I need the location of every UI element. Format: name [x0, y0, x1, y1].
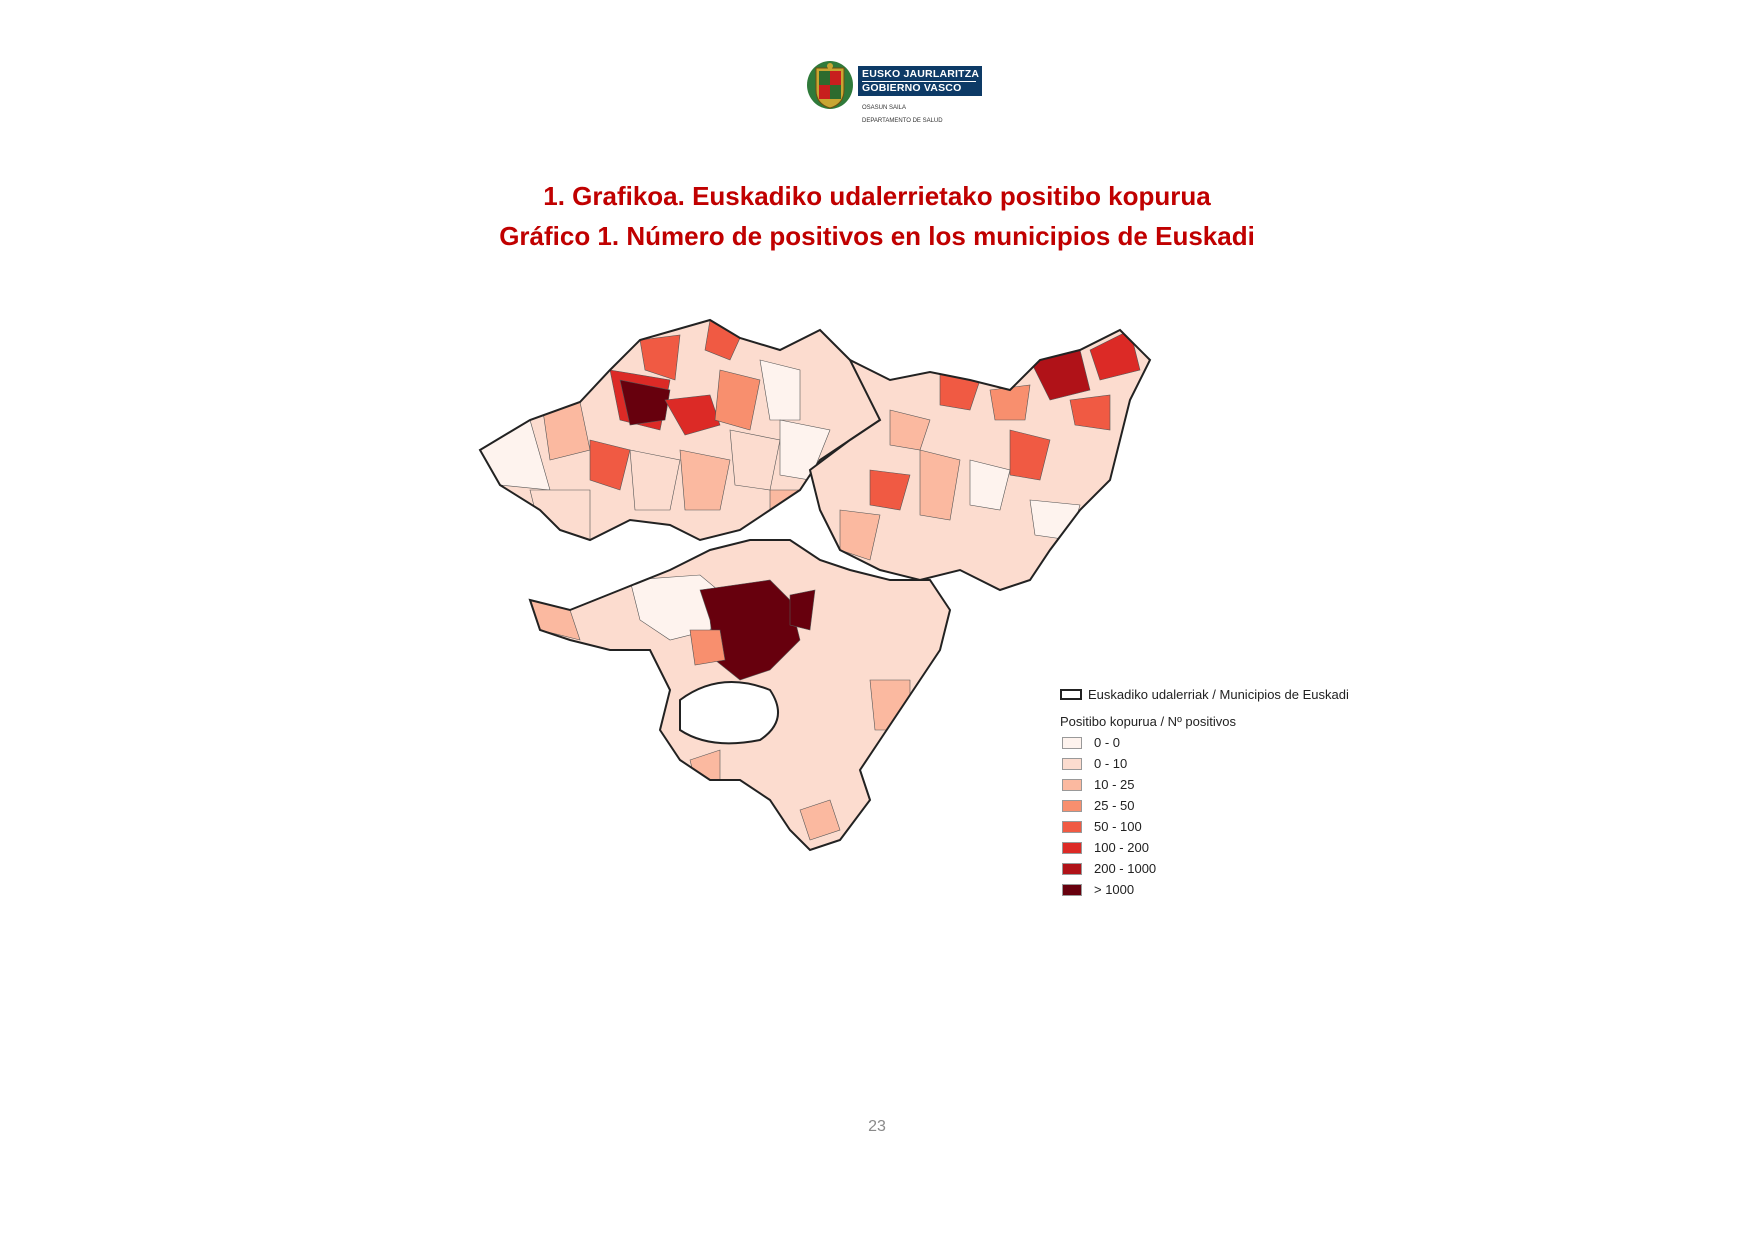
araba-border — [528, 539, 952, 852]
logo-text-eu: EUSKO JAURLARITZA — [862, 68, 980, 80]
legend-swatch — [1062, 736, 1082, 749]
legend-item: 0 - 0 — [1060, 732, 1390, 753]
dept-eu: OSASUN SAILA — [862, 105, 907, 111]
legend-item: 100 - 200 — [1060, 837, 1390, 858]
legend-item: 0 - 10 — [1060, 753, 1390, 774]
legend-boundary-label: Euskadiko udalerriak / Municipios de Eus… — [1088, 686, 1349, 702]
logo-text-es: GOBIERNO VASCO — [862, 82, 962, 94]
dept-es: DEPARTAMENTO DE SALUD — [862, 118, 943, 124]
logo-department: OSASUN SAILA DEPARTAMENTO DE SALUD — [862, 102, 943, 128]
government-logo: EUSKO JAURLARITZA GOBIERNO VASCO OSASUN … — [806, 56, 982, 128]
title-spanish: Gráfico 1. Número de positivos en los mu… — [499, 221, 1255, 251]
coat-of-arms-icon — [807, 61, 853, 109]
legend-items: 0 - 0 0 - 10 10 - 25 25 - 50 50 - 100 100 - 2… — [1060, 732, 1390, 900]
legend-boundary-row: Euskadiko udalerriak / Municipios de Eus… — [1060, 684, 1390, 704]
map-legend: Euskadiko udalerriak / Municipios de Eus… — [1060, 684, 1390, 900]
gipuzkoa-border — [808, 328, 1152, 592]
legend-swatch — [1062, 841, 1082, 854]
legend-swatch — [1062, 883, 1082, 896]
legend-item: > 1000 — [1060, 879, 1390, 900]
legend-label: 0 - 0 — [1094, 735, 1121, 750]
province-gipuzkoa — [810, 330, 1150, 590]
title-basque: 1. Grafikoa. Euskadiko udalerrietako pos… — [543, 181, 1211, 211]
legend-label: 0 - 10 — [1094, 756, 1128, 771]
legend-item: 50 - 100 — [1060, 816, 1390, 837]
logo-rule — [862, 81, 976, 82]
legend-swatch — [1062, 799, 1082, 812]
logo-band: EUSKO JAURLARITZA GOBIERNO VASCO — [858, 66, 982, 96]
legend-swatch — [1062, 778, 1082, 791]
boundary-swatch — [1060, 688, 1082, 700]
legend-label: > 1000 — [1094, 882, 1135, 897]
legend-item: 10 - 25 — [1060, 774, 1390, 795]
legend-label: 25 - 50 — [1094, 798, 1135, 813]
legend-label: 10 - 25 — [1094, 777, 1135, 792]
legend-swatch — [1062, 757, 1082, 770]
choropleth-map — [478, 318, 1152, 852]
legend-item: 25 - 50 — [1060, 795, 1390, 816]
trevino-enclave — [679, 681, 779, 745]
legend-item: 200 - 1000 — [1060, 858, 1390, 879]
legend-label: 50 - 100 — [1094, 819, 1142, 834]
legend-swatch — [1062, 820, 1082, 833]
legend-label: 200 - 1000 — [1094, 861, 1157, 876]
page-number: 23 — [868, 1118, 886, 1135]
legend-subtitle: Positibo kopurua / Nº positivos — [1060, 714, 1237, 729]
legend-label: 100 - 200 — [1094, 840, 1149, 855]
chart-titles: 1. Grafikoa. Euskadiko udalerrietako pos… — [0, 176, 1754, 256]
legend-swatch — [1062, 862, 1082, 875]
